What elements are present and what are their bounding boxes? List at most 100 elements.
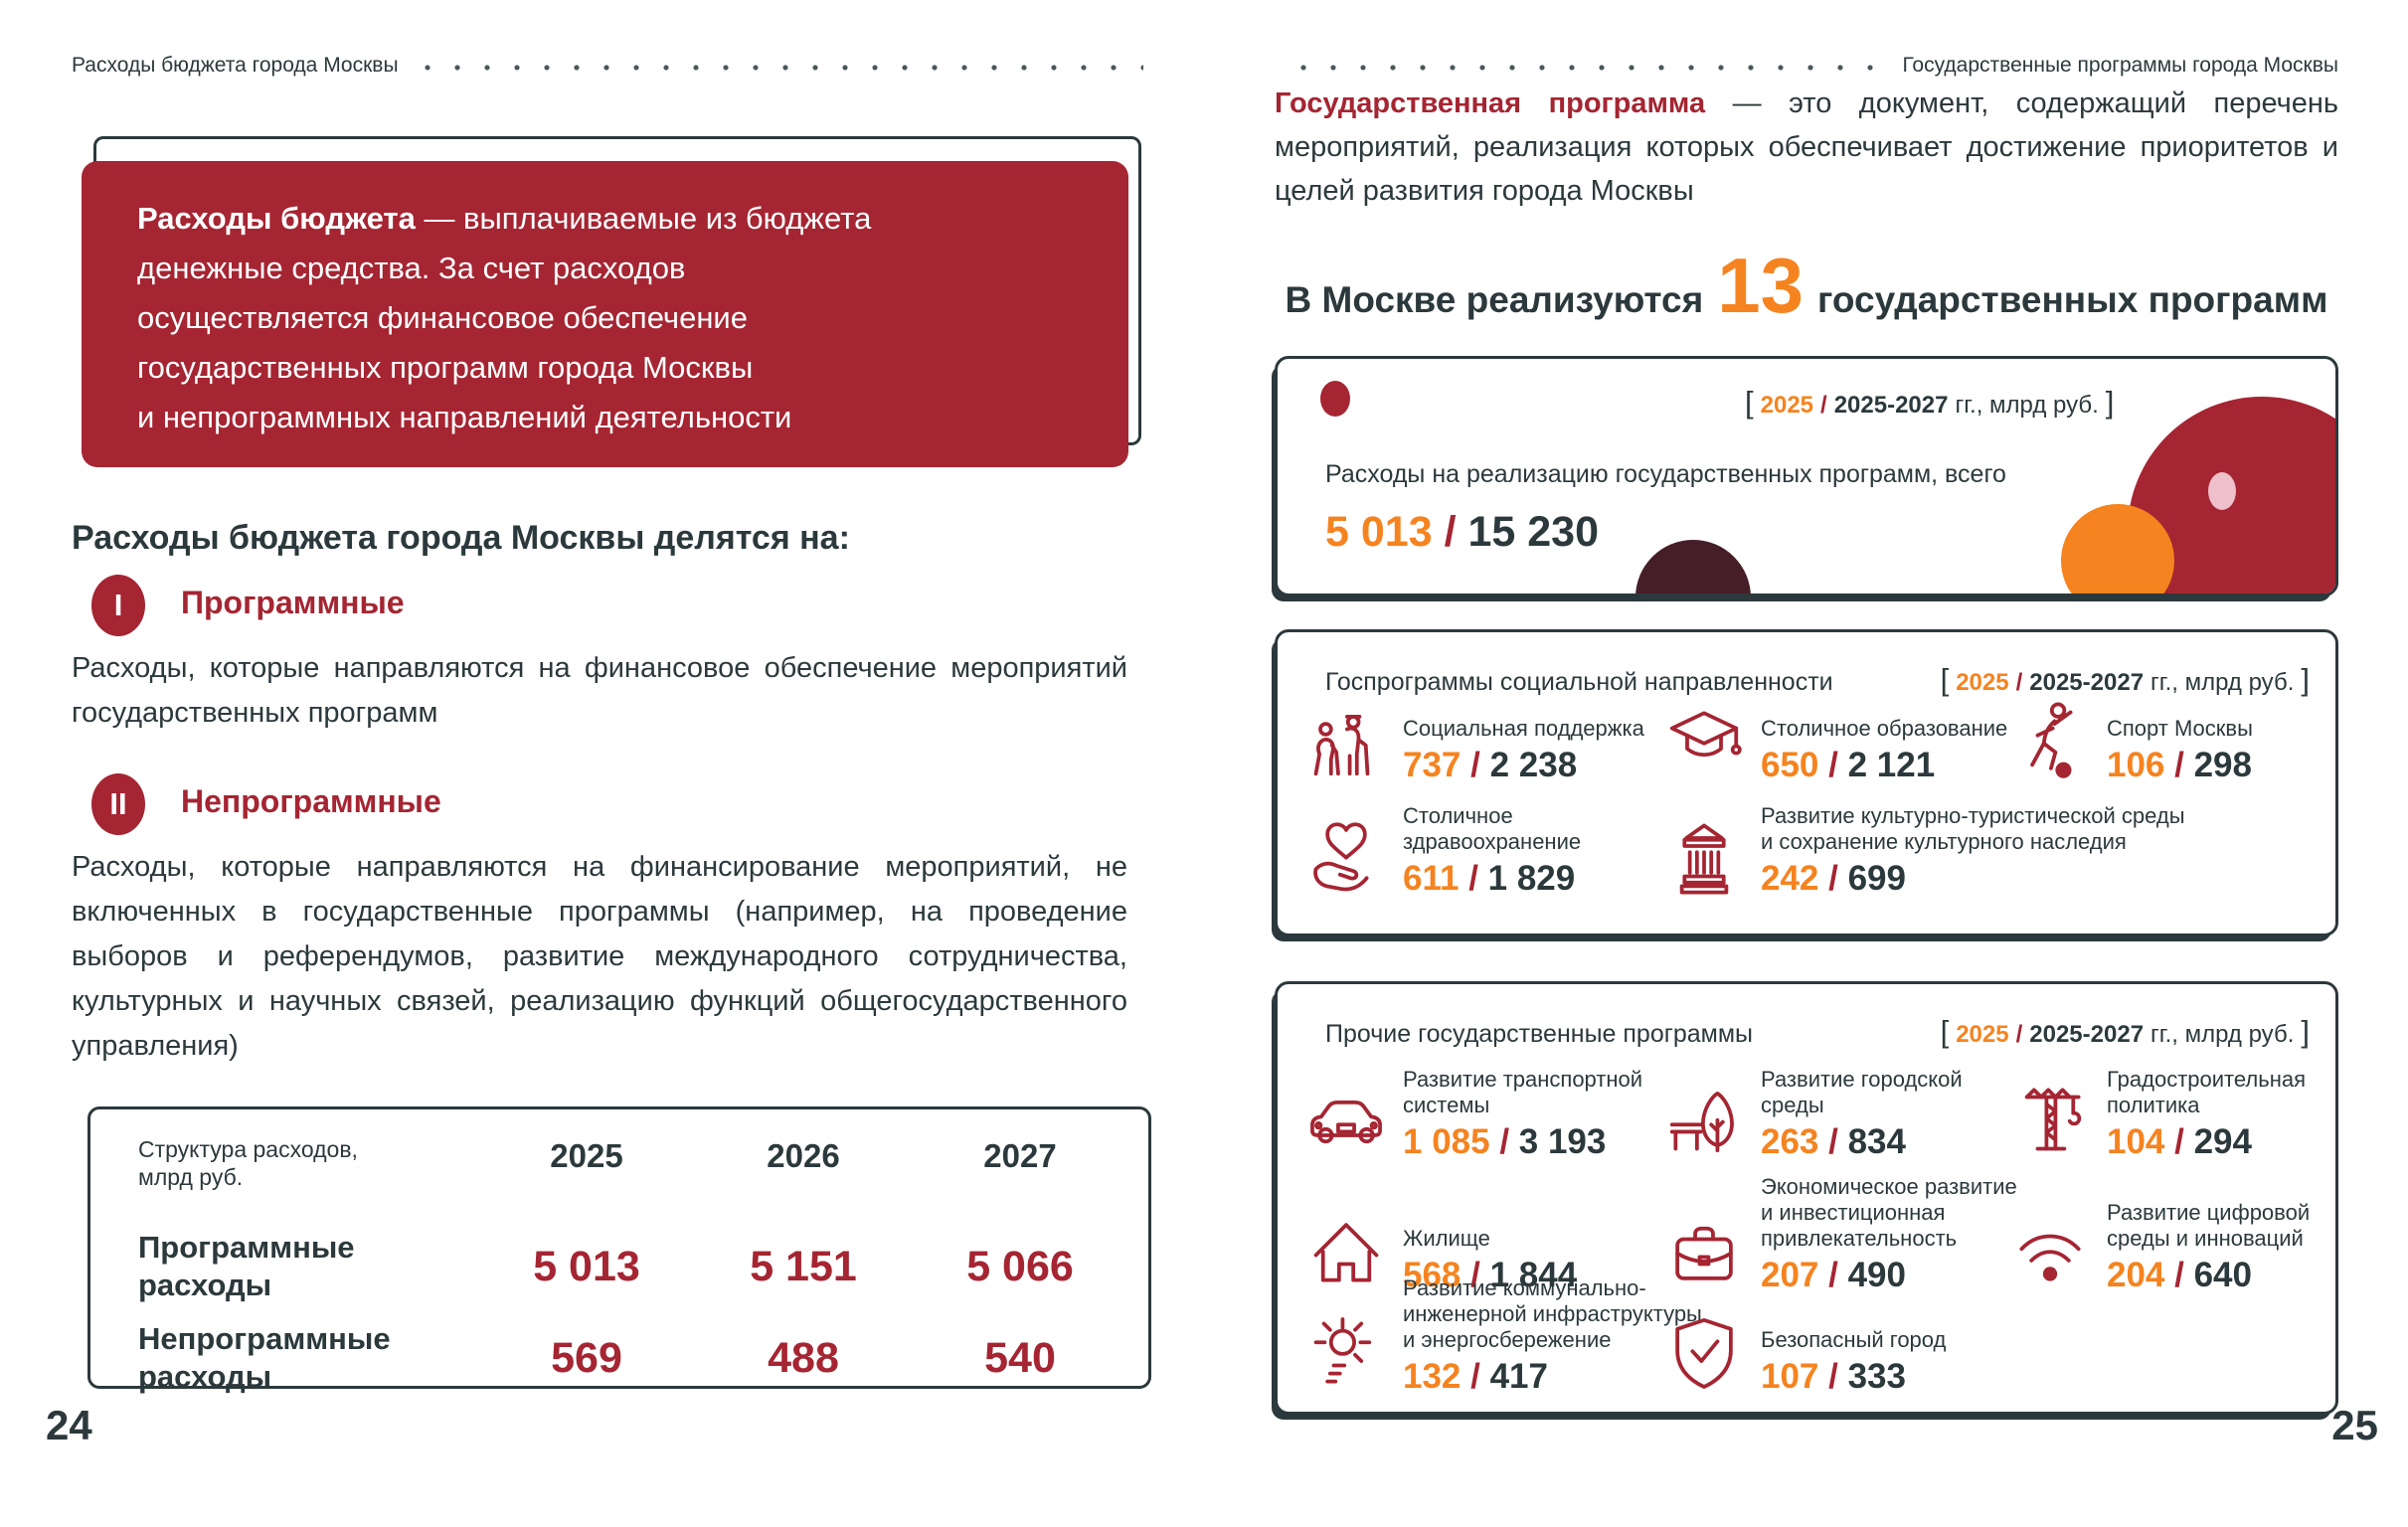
legend-close-bracket: ]	[2301, 1014, 2310, 1049]
numeral-2: II	[109, 786, 127, 821]
program-label: Жилище	[1403, 1226, 1490, 1251]
program-value: 132 / 417	[1403, 1357, 1548, 1396]
period-legend: [ 2025 / 2025-2027 гг., млрд руб. ]	[1745, 385, 2114, 421]
intro-lead: Государственная программа	[1275, 87, 1706, 119]
intro-text: — это документ, содержащий перечень меро…	[1275, 87, 2338, 207]
table-year-2026: 2026	[767, 1137, 840, 1174]
program-value: 207 / 490	[1761, 1256, 1906, 1294]
program-label: Экономическое развитие и инвестиционная …	[1761, 1174, 2017, 1251]
left-running-header: Расходы бюджета города Москвы	[72, 54, 1157, 78]
total-value-2025: 5 013	[1325, 508, 1433, 556]
headline-count: 13	[1717, 242, 1804, 329]
program-item: Развитие транспортной системы 1 085 / 3 1…	[1303, 1067, 1642, 1161]
program-item: Социальная поддержка 737 / 2 238	[1303, 699, 1644, 784]
park-bench-tree-icon	[1661, 1076, 1747, 1161]
wifi-icon	[2007, 1209, 2093, 1294]
numeral-1: I	[113, 588, 123, 622]
program-value: 204 / 640	[2107, 1256, 2252, 1294]
decorative-crimson-ellipse	[1320, 381, 1350, 417]
legend-year: 2025	[1760, 392, 1814, 419]
program-label: Развитие цифровой среды и инноваций	[2107, 1200, 2311, 1251]
other-card-title: Прочие государственные программы	[1325, 1020, 1754, 1048]
museum-column-icon	[1661, 812, 1747, 898]
legend-slash: /	[2015, 1021, 2023, 1048]
program-value: 106 / 298	[2107, 746, 2252, 784]
split-heading: Расходы бюджета города Москвы делятся на…	[72, 519, 850, 557]
shield-check-icon	[1661, 1310, 1747, 1396]
item-description-neprogrammnye: Расходы, которые направляются на финанси…	[72, 851, 1127, 1062]
program-label: Развитие транспортной системы	[1403, 1067, 1643, 1117]
state-program-intro: Государственная программа — это документ…	[1275, 82, 2338, 213]
program-label: Социальная поддержка	[1403, 716, 1644, 741]
decorative-orange-circle	[2061, 504, 2174, 594]
total-value-slash: /	[1444, 508, 1468, 556]
table-corner-label: Структура расходов, млрд руб.	[138, 1136, 358, 1190]
program-label: Безопасный город	[1761, 1327, 1947, 1352]
period-legend: [ 2025 / 2025-2027 гг., млрд руб. ]	[1941, 1014, 2310, 1050]
sport-figure-icon	[2007, 699, 2093, 784]
house-icon	[1303, 1209, 1389, 1294]
table-value-nonprogram-2026: 488	[768, 1333, 839, 1382]
headline-suffix: государственных программ	[1816, 279, 2328, 320]
program-value: 568 / 1 844	[1403, 1256, 1578, 1294]
table-value-program-2026: 5 151	[750, 1242, 857, 1290]
legend-close-bracket: ]	[2105, 385, 2115, 420]
legend-units: гг., млрд руб.	[1955, 392, 2099, 419]
program-item: Спорт Москвы 106 / 298	[2007, 699, 2253, 784]
table-row-label-nonprogram: Непрограммные расходы	[138, 1321, 391, 1394]
decorative-maroon-circle	[1635, 540, 1751, 594]
item-description-programmnye: Расходы, которые направляются на финансо…	[72, 652, 1127, 729]
program-item: Безопасный город 107 / 333	[1661, 1310, 1946, 1396]
total-value-3yr: 15 230	[1467, 508, 1599, 556]
graduation-cap-icon	[1661, 699, 1747, 784]
legend-range: 2025-2027	[2029, 669, 2145, 696]
program-value: 650 / 2 121	[1761, 746, 1936, 784]
legend-open-bracket: [	[1940, 1014, 1950, 1049]
program-item: Жилище 568 / 1 844	[1303, 1209, 1577, 1294]
legend-range: 2025-2027	[2029, 1021, 2145, 1048]
right-running-header: Государственные программы города Москвы	[1275, 54, 2338, 78]
budget-expenses-callout: Расходы бюджета — выплачиваемые из бюдже…	[82, 161, 1128, 467]
program-value: 263 / 834	[1761, 1122, 1906, 1161]
program-label: Развитие коммунально- инженерной инфраст…	[1403, 1275, 1702, 1352]
social-card-title: Госпрограммы социальной направленности	[1325, 668, 1833, 696]
program-item: Развитие коммунально- инженерной инфраст…	[1303, 1275, 1702, 1396]
legend-units: гг., млрд руб.	[2150, 1021, 2295, 1048]
car-icon	[1303, 1076, 1389, 1161]
callout-text: — выплачиваемые из бюджета денежные сред…	[137, 201, 872, 434]
construction-crane-icon	[2007, 1076, 2093, 1161]
programs-count-headline: В Москве реализуются 13 государственных …	[1275, 242, 2338, 329]
numeral-badge-2: II	[91, 773, 145, 835]
program-label: Столичное здравоохранение	[1403, 803, 1582, 854]
social-programs-card: Госпрограммы социальной направленности […	[1275, 629, 2338, 936]
legend-open-bracket: [	[1940, 662, 1950, 697]
expenses-structure-table: Структура расходов, млрд руб. 2025 2026 …	[87, 1106, 1151, 1394]
program-label: Развитие культурно-туристической среды и…	[1761, 803, 2185, 854]
headline-prefix: В Москве реализуются	[1285, 279, 1704, 320]
program-item: Развитие городской среды 263 / 834	[1661, 1067, 1963, 1161]
dotted-leader-left	[412, 65, 1143, 71]
program-label: Столичное образование	[1761, 716, 2008, 741]
table-year-2025: 2025	[550, 1137, 623, 1174]
left-header-title: Расходы бюджета города Москвы	[72, 54, 399, 77]
dotted-leader-right	[1289, 65, 1889, 71]
table-row-label-program: Программные расходы	[138, 1230, 355, 1302]
program-value: 242 / 699	[1761, 859, 1906, 898]
table-value-nonprogram-2025: 569	[551, 1333, 622, 1382]
numeral-badge-1: I	[91, 575, 145, 636]
table-year-2027: 2027	[983, 1137, 1057, 1174]
item-title-neprogrammnye: Непрограммные	[181, 783, 441, 819]
table-value-program-2025: 5 013	[533, 1242, 640, 1290]
heart-hand-icon	[1303, 812, 1389, 898]
legend-year: 2025	[1956, 669, 2009, 696]
period-legend: [ 2025 / 2025-2027 гг., млрд руб. ]	[1941, 662, 2310, 698]
program-label: Спорт Москвы	[2107, 716, 2253, 741]
elderly-couple-icon	[1303, 699, 1389, 784]
table-value-nonprogram-2027: 540	[984, 1333, 1056, 1382]
callout-lead: Расходы бюджета	[137, 201, 416, 236]
program-label: Развитие городской среды	[1761, 1067, 1963, 1117]
briefcase-icon	[1661, 1209, 1747, 1294]
legend-open-bracket: [	[1745, 385, 1754, 420]
item-title-programmnye: Программные	[181, 585, 405, 620]
